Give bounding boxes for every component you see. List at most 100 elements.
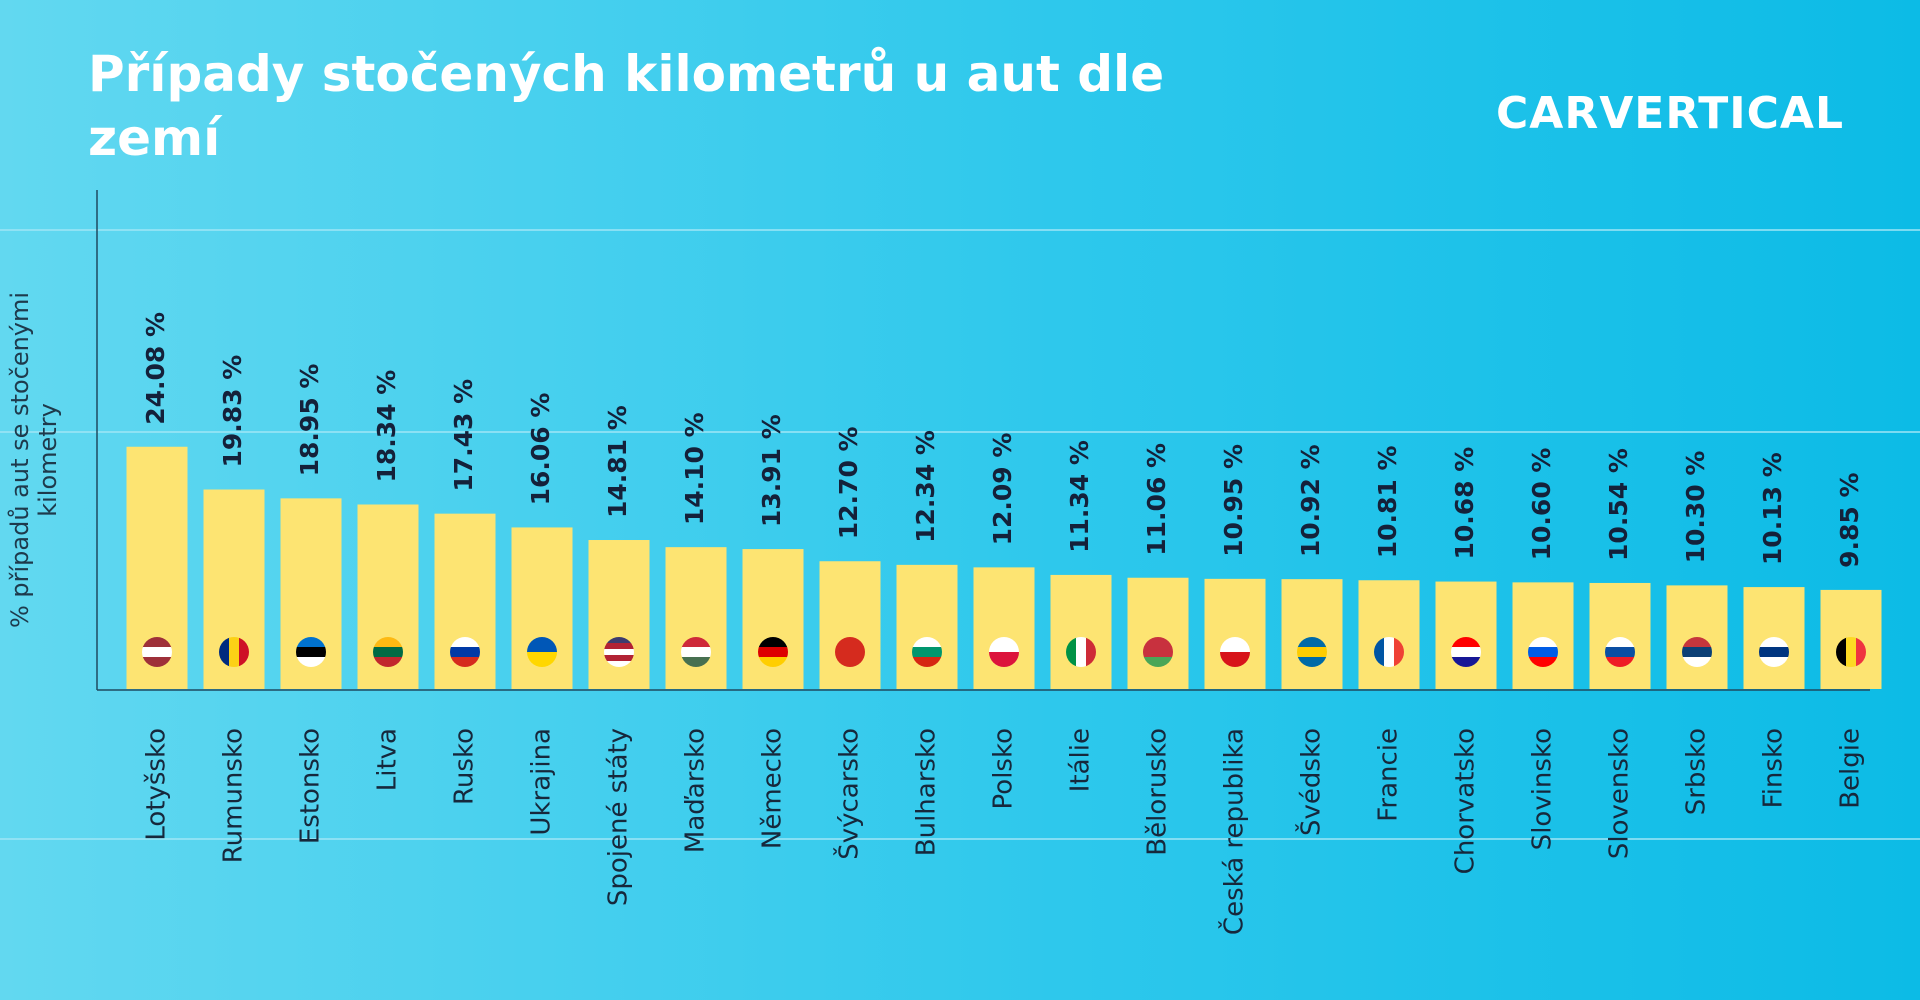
x-tick-label: Švédsko bbox=[1295, 728, 1327, 836]
value-label: 14.81 % bbox=[603, 405, 632, 518]
flag-icon bbox=[1066, 637, 1096, 667]
logo: CARVERTICAL bbox=[1495, 88, 1844, 139]
flag-stripe bbox=[239, 637, 249, 667]
flag-stripe bbox=[229, 637, 240, 667]
x-tick-label: Lotyšsko bbox=[142, 728, 172, 841]
flag-stripe bbox=[1682, 657, 1712, 667]
x-tick-label: Polsko bbox=[989, 728, 1019, 809]
value-label: 10.30 % bbox=[1681, 451, 1710, 564]
flag-icon bbox=[1451, 637, 1481, 667]
value-label: 16.06 % bbox=[526, 393, 555, 506]
x-tick-label: Francie bbox=[1374, 728, 1404, 822]
flag-icon bbox=[1682, 637, 1712, 667]
flag-icon bbox=[450, 637, 480, 667]
bar bbox=[973, 567, 1035, 689]
flag-stripe bbox=[989, 637, 1019, 653]
x-tick-label: Belgie bbox=[1836, 728, 1866, 809]
flag-stripe bbox=[1297, 657, 1327, 667]
flag-stripe bbox=[142, 637, 172, 648]
x-tick-label: Finsko bbox=[1759, 728, 1789, 808]
flag-stripe bbox=[1220, 637, 1250, 653]
flag-stripe bbox=[604, 637, 634, 644]
flag-icon bbox=[1759, 637, 1789, 667]
bar bbox=[1512, 582, 1574, 689]
bar bbox=[1589, 582, 1651, 689]
flag-stripe bbox=[1528, 657, 1558, 667]
flag-stripe bbox=[296, 637, 326, 648]
bar bbox=[896, 564, 958, 689]
flag-stripe bbox=[1605, 637, 1635, 648]
value-label: 10.54 % bbox=[1604, 448, 1633, 561]
flag-icon bbox=[296, 637, 326, 667]
bar bbox=[742, 549, 804, 689]
x-tick-label: Slovinsko bbox=[1528, 728, 1558, 850]
bar bbox=[1358, 580, 1420, 689]
flag-stripe bbox=[1143, 657, 1173, 667]
flag-stripe bbox=[912, 647, 942, 658]
flag-icon bbox=[219, 637, 249, 667]
flag-stripe bbox=[1682, 637, 1712, 648]
value-label: 12.70 % bbox=[834, 426, 863, 539]
flag-stripe bbox=[758, 637, 788, 648]
flag-stripe bbox=[681, 647, 711, 658]
value-label: 24.08 % bbox=[141, 312, 170, 425]
flag-stripe bbox=[1143, 637, 1173, 648]
value-label: 18.34 % bbox=[372, 370, 401, 483]
flag-stripe bbox=[527, 637, 557, 653]
x-tick-label: Německo bbox=[758, 728, 788, 849]
y-axis-label: % případů aut se stočenýmikilometry bbox=[6, 292, 62, 628]
x-tick-label: Česká republika bbox=[1218, 728, 1250, 935]
flag-stripe bbox=[1451, 637, 1481, 648]
bar bbox=[1281, 579, 1343, 689]
flag-stripe bbox=[1451, 657, 1481, 667]
flag-stripe bbox=[373, 637, 403, 648]
flag-stripe bbox=[296, 657, 326, 667]
flag-icon bbox=[758, 637, 788, 667]
flag-icon bbox=[373, 637, 403, 667]
flag-icon bbox=[1836, 637, 1866, 667]
flag-stripe bbox=[604, 643, 634, 650]
flag-stripe bbox=[142, 647, 172, 658]
flag-stripe bbox=[373, 647, 403, 658]
value-label: 10.95 % bbox=[1219, 444, 1248, 557]
x-tick-label: Maďarsko bbox=[681, 728, 711, 853]
x-tick-label: Estonsko bbox=[296, 728, 326, 844]
flag-icon bbox=[1143, 637, 1173, 667]
flag-stripe bbox=[1220, 652, 1250, 667]
flag-icon bbox=[527, 637, 557, 667]
value-label: 17.43 % bbox=[449, 379, 478, 492]
flag-stripe bbox=[989, 652, 1019, 667]
x-tick-label: Rumunsko bbox=[219, 728, 249, 863]
flag-icon bbox=[681, 637, 711, 667]
x-tick-label: Srbsko bbox=[1682, 728, 1712, 815]
flag-stripe bbox=[450, 657, 480, 667]
x-tick-label: Itálie bbox=[1066, 728, 1096, 792]
x-tick-label: Slovensko bbox=[1605, 728, 1635, 859]
flag-stripe bbox=[1759, 637, 1789, 648]
flag-stripe bbox=[1384, 637, 1395, 667]
value-label: 10.13 % bbox=[1758, 452, 1787, 565]
flag-stripe bbox=[1836, 637, 1847, 667]
flag-icon bbox=[835, 637, 865, 667]
x-tick-label: Bulharsko bbox=[912, 728, 942, 856]
flag-icon bbox=[912, 637, 942, 667]
flag-stripe bbox=[604, 661, 634, 667]
flag-stripe bbox=[219, 637, 230, 667]
bar bbox=[1127, 577, 1189, 689]
flag-icon bbox=[1528, 637, 1558, 667]
x-tick-label: Spojené státy bbox=[604, 728, 634, 906]
flag-stripe bbox=[604, 655, 634, 662]
flag-stripe bbox=[1066, 637, 1077, 667]
flag-stripe bbox=[1759, 657, 1789, 667]
flag-stripe bbox=[142, 657, 172, 667]
flag-stripe bbox=[758, 647, 788, 658]
x-tick-label: Litva bbox=[373, 728, 403, 791]
flag-stripe bbox=[527, 652, 557, 667]
flag-stripe bbox=[604, 649, 634, 656]
flag-stripe bbox=[758, 657, 788, 667]
flag-stripe bbox=[1143, 647, 1173, 658]
chart-title: Případy stočených kilometrů u aut dle ze… bbox=[88, 45, 1165, 167]
flag-stripe bbox=[681, 637, 711, 648]
value-label: 10.60 % bbox=[1527, 448, 1556, 561]
